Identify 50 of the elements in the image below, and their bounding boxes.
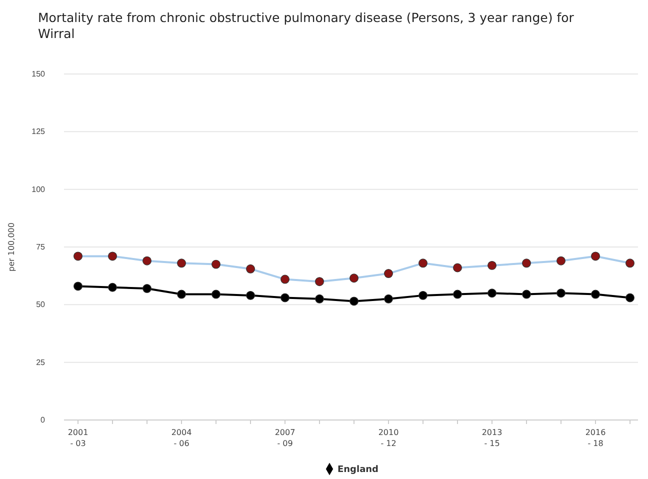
point: [212, 290, 220, 299]
point: [384, 294, 393, 304]
y-tick-label: 25: [36, 358, 46, 367]
point: [142, 256, 152, 266]
chart-title: Mortality rate from chronic obstructive pulmonary disease (Persons, 3 year range) for Wirral: [38, 10, 575, 41]
point: [142, 284, 152, 293]
point: [350, 296, 358, 306]
point: [418, 290, 428, 300]
point: [488, 288, 496, 298]
x-tick-label: 2007 - 09: [274, 428, 296, 448]
x-tick-label: 2016 - 18: [585, 428, 606, 448]
point: [280, 293, 290, 302]
point: [108, 252, 117, 261]
y-tick-label: 75: [36, 242, 46, 252]
legend-label: England: [337, 465, 379, 475]
point: [384, 269, 393, 278]
y-tick-label: 0: [40, 416, 46, 425]
point: [315, 277, 324, 286]
point: [315, 294, 324, 304]
point: [246, 264, 255, 274]
point: [74, 252, 82, 261]
x-tick-label: 2004 - 06: [171, 428, 192, 448]
point: [453, 263, 462, 272]
x-tick-label: 2010 - 12: [378, 428, 399, 448]
x-tick-label: 2001 - 03: [68, 428, 88, 448]
point: [177, 290, 186, 299]
point: [556, 256, 566, 266]
point: [522, 290, 531, 299]
point: [108, 282, 117, 292]
point: [74, 282, 82, 291]
point: [453, 290, 462, 299]
point: [591, 290, 600, 299]
y-tick-label: 100: [32, 184, 46, 194]
y-axis-title: per 100,000: [7, 222, 16, 272]
point: [350, 274, 358, 283]
point: [246, 290, 255, 300]
point: [522, 258, 531, 268]
point: [418, 258, 428, 268]
x-tick-label: 2013 - 15: [482, 428, 502, 448]
y-tick-label: 125: [32, 127, 46, 136]
point: [626, 293, 634, 302]
point: [212, 260, 220, 269]
y-tick-label: 150: [32, 70, 46, 79]
point: [626, 258, 634, 268]
point: [177, 258, 186, 268]
point: [556, 288, 566, 298]
point: [488, 260, 496, 270]
point: [591, 252, 600, 261]
point: [280, 274, 290, 284]
y-tick-label: 50: [36, 300, 46, 310]
